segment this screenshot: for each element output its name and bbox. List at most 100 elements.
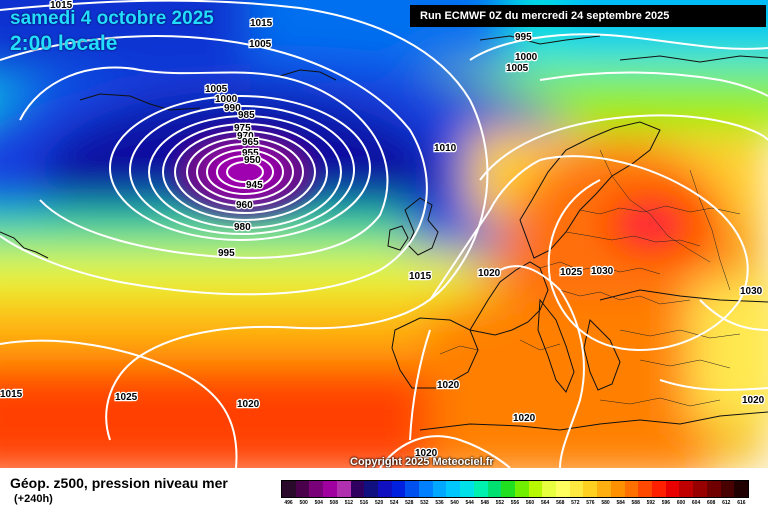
pressure-label: 1025 — [560, 267, 583, 278]
color-scale-label: 600 — [676, 500, 686, 506]
color-scale-label: 520 — [374, 500, 384, 506]
forecast-time: 2:00 locale — [10, 32, 118, 55]
color-scale-label: 540 — [450, 500, 459, 506]
color-scale-label: 516 — [359, 500, 369, 506]
isobars — [0, 0, 768, 468]
color-scale-cell — [528, 481, 543, 497]
color-scale-cell — [391, 481, 406, 497]
color-scale-labels: 496 500 504 508 512 516 520 524 528 532 536 540 544 5… — [281, 500, 749, 509]
color-scale-label: 552 — [495, 500, 505, 506]
pressure-label: 970 — [237, 131, 254, 142]
country-borders — [439, 149, 741, 407]
color-scale-label: 616 — [737, 500, 746, 506]
pressure-label: 1015 — [250, 18, 273, 29]
color-scale-cell — [432, 481, 447, 497]
color-scale-cell — [473, 481, 488, 497]
color-scale-cell — [364, 481, 378, 497]
color-scale-cell — [377, 481, 392, 497]
color-scale-cell — [542, 481, 557, 497]
pressure-label: 985 — [238, 110, 255, 121]
pressure-label: 1005 — [506, 63, 529, 74]
color-scale-label: 536 — [435, 500, 444, 506]
color-scale-label: 560 — [525, 500, 535, 506]
pressure-label: 1020 — [478, 268, 501, 279]
color-scale-cell — [405, 481, 420, 497]
pressure-label: 1005 — [205, 84, 228, 95]
color-scale-cell — [501, 481, 515, 497]
color-scale-label: 580 — [601, 500, 610, 506]
color-scale-cell — [583, 481, 598, 497]
pressure-label: 1000 — [215, 94, 238, 105]
color-scale-label: 568 — [556, 500, 565, 506]
color-scale-label: 604 — [691, 500, 701, 506]
color-scale-label: 572 — [571, 500, 580, 506]
pressure-label: 945 — [246, 180, 263, 191]
color-scale-label: 608 — [707, 500, 716, 506]
forecast-date: samedi 4 octobre 2025 — [10, 8, 214, 29]
pressure-label: 1020 — [513, 413, 536, 424]
color-scale-cell — [556, 481, 570, 497]
color-scale-label: 588 — [631, 500, 640, 506]
color-scale-cell — [665, 481, 680, 497]
color-scale-cell — [597, 481, 611, 497]
color-scale-label: 524 — [390, 500, 399, 506]
color-scale-label: 496 — [284, 500, 293, 506]
pressure-label: 995 — [515, 32, 532, 43]
pressure-label: 995 — [218, 248, 235, 259]
color-scale-cell — [693, 481, 707, 497]
pressure-label: 950 — [244, 155, 261, 166]
pressure-label: 1010 — [434, 143, 457, 154]
color-scale-label: 548 — [480, 500, 489, 506]
pressure-label: 975 — [234, 123, 251, 134]
pressure-label: 1030 — [740, 286, 763, 297]
color-scale-cell — [446, 481, 461, 497]
color-scale-cell — [419, 481, 433, 497]
pressure-label: 980 — [234, 222, 251, 233]
pressure-label: 1015 — [50, 0, 73, 11]
pressure-label: 1015 — [409, 271, 432, 282]
color-scale-cell — [720, 481, 735, 497]
color-scale-cell — [734, 481, 748, 497]
color-scale-cell — [651, 481, 666, 497]
pressure-label: 1020 — [437, 380, 460, 391]
color-scale-cell — [487, 481, 502, 497]
color-scale-cell — [638, 481, 652, 497]
pressure-label: 960 — [236, 200, 253, 211]
coastlines — [0, 35, 768, 431]
color-scale-cell — [323, 481, 337, 497]
color-scale-label: 584 — [616, 500, 625, 506]
pressure-label: 955 — [242, 148, 259, 159]
pressure-label: 1015 — [0, 389, 23, 400]
pressure-label: 1020 — [237, 399, 260, 410]
legend-title: Géop. z500, pression niveau mer — [10, 475, 228, 491]
color-scale-label: 612 — [722, 500, 731, 506]
color-scale-label: 508 — [329, 500, 338, 506]
color-scale-cell — [282, 481, 296, 497]
color-scale — [281, 480, 749, 498]
geopotential-map: 1015 1015 1005 995 1000 1005 1005 1000 9… — [0, 0, 768, 468]
color-scale-cell — [460, 481, 474, 497]
color-scale-label: 544 — [465, 500, 474, 506]
color-scale-label: 564 — [540, 500, 550, 506]
color-scale-cell — [624, 481, 639, 497]
color-scale-label: 556 — [510, 500, 520, 506]
color-scale-cell — [336, 481, 351, 497]
pressure-label: 1030 — [591, 266, 614, 277]
model-run-banner: Run ECMWF 0Z du mercredi 24 septembre 20… — [410, 5, 766, 27]
copyright-text: Copyright 2025 Meteociel.fr — [350, 456, 494, 468]
pressure-label: 1000 — [515, 52, 538, 63]
pressure-label: 1020 — [415, 448, 438, 459]
pressure-label: 965 — [242, 137, 259, 148]
color-scale-label: 576 — [586, 500, 595, 506]
color-scale-cell — [610, 481, 625, 497]
color-scale-cell — [309, 481, 324, 497]
color-scale-label: 528 — [405, 500, 414, 506]
pressure-label: 1005 — [249, 39, 272, 50]
color-scale-cell — [350, 481, 365, 497]
pressure-label: 990 — [224, 103, 241, 114]
color-scale-cell — [295, 481, 310, 497]
color-scale-label: 532 — [420, 500, 429, 506]
color-scale-label: 596 — [661, 500, 671, 506]
color-scale-cell — [514, 481, 529, 497]
